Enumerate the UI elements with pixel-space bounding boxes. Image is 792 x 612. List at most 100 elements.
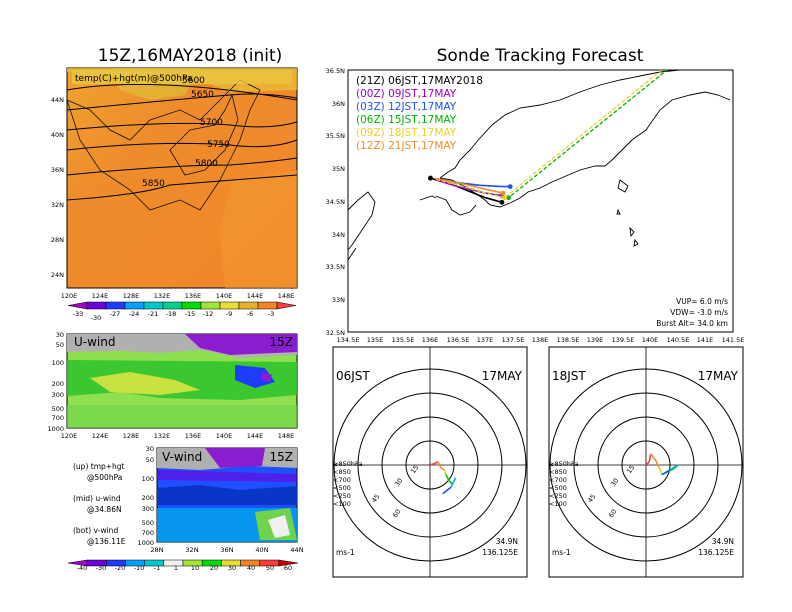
- hodo-unit: ms-1: [552, 548, 571, 557]
- hodo-segment: [669, 464, 679, 471]
- hodo-unit: ms-1: [336, 548, 355, 557]
- tracking-lat-ticks: 36.5N 36N 35.5N 35N 34.5N 34N 33.5N 33N …: [326, 67, 345, 337]
- temp-map-lat-ticks: 44N 40N 36N 32N 28N 24N: [51, 96, 64, 279]
- wind-tick: -20: [115, 564, 126, 572]
- lat-tick: 40N: [51, 131, 64, 139]
- lon-tick: 120E: [61, 292, 78, 300]
- colorbar-cell: [162, 301, 183, 310]
- vwind-label: V-wind: [162, 450, 202, 464]
- lon-tick: 136.5E: [447, 336, 470, 344]
- hodo-date: 17MAY: [698, 369, 739, 383]
- contour-5750: [66, 139, 298, 151]
- p-tick: 30: [56, 331, 64, 339]
- contour-label-5650: 5650: [191, 90, 214, 100]
- hodograph-18jst: [548, 346, 744, 578]
- lon-tick: 140.5E: [667, 336, 690, 344]
- lon-tick: 135E: [367, 336, 384, 344]
- lon-tick: 135.5E: [392, 336, 415, 344]
- tracking-coast: [347, 69, 731, 261]
- legend-21z: (21Z) 06JST,17MAY2018: [356, 75, 483, 87]
- hodo-ring-label: 45: [370, 493, 381, 504]
- lon-tick: 144E: [247, 432, 264, 440]
- temp-tick: -9: [226, 310, 232, 318]
- lon-tick: 140E: [216, 292, 233, 300]
- p-tick: 700: [142, 529, 154, 537]
- lon-tick: 148E: [278, 432, 295, 440]
- vwind-p-ticks: 30 50 100 200 300 500 700 1000: [137, 445, 154, 547]
- hodo-segment: [445, 474, 450, 482]
- hodo-time: 06JST: [336, 369, 370, 383]
- vwind-panel: V-wind 15Z: [156, 447, 298, 543]
- lon-tick: 134.5E: [337, 336, 360, 344]
- lon-tick: 138E: [532, 336, 549, 344]
- lon-tick: 132E: [154, 432, 171, 440]
- vwind-lat-ticks: 28N 32N 36N 40N 44N: [150, 546, 303, 554]
- hodo-lat: 34.9N: [712, 537, 734, 546]
- contour-5850: [66, 174, 298, 201]
- p-tick: 1000: [47, 425, 64, 433]
- param-burst: Burst Alt= 34.0 km: [656, 319, 728, 328]
- colorbar-cell: [86, 301, 107, 310]
- contour-label-5750: 5750: [207, 140, 230, 150]
- japan-outline: [169, 93, 239, 176]
- lat-tick: 34.5N: [326, 198, 345, 206]
- wind-tick: 60: [284, 564, 292, 572]
- p-tick: 300: [142, 505, 154, 513]
- lat-tick: 28N: [51, 236, 64, 244]
- lon-tick: 136E: [422, 336, 439, 344]
- hodo-lon: 136.125E: [482, 548, 518, 557]
- lat-tick: 32N: [51, 201, 64, 209]
- p-tick: 50: [56, 341, 64, 349]
- lon-tick: 124E: [92, 432, 109, 440]
- contour-5800: [66, 157, 298, 176]
- hodo-segment: [645, 461, 650, 466]
- temp-tick: -12: [203, 310, 214, 318]
- p-tick: 500: [52, 405, 64, 413]
- lon-tick: 120E: [61, 432, 78, 440]
- jet-core: [90, 372, 200, 395]
- hodo-level: <250: [333, 492, 351, 500]
- colorbar-cell: [67, 301, 88, 310]
- param-vup: VUP= 6.0 m/s: [676, 297, 728, 306]
- lat-tick: 34N: [332, 231, 345, 239]
- wind-tick: 20: [210, 564, 218, 572]
- temp-tick: -18: [166, 310, 177, 318]
- temp-tick: -24: [129, 310, 140, 318]
- hodo-segment: [650, 453, 657, 461]
- note-mid-level: @34.86N: [87, 505, 122, 514]
- lat-tick: 44N: [51, 96, 64, 104]
- temp-map-lon-ticks: 120E 124E 128E 132E 136E 140E 144E 148E: [61, 292, 295, 300]
- temp-tick: -6: [247, 310, 253, 318]
- uwind-label: U-wind: [74, 335, 115, 349]
- lon-tick: 132E: [154, 292, 171, 300]
- hodo-level: <850: [333, 468, 351, 476]
- lon-tick: 137E: [477, 336, 494, 344]
- colorbar-cell: [238, 301, 259, 310]
- temp-tick: -15: [185, 310, 196, 318]
- p-tick: 30: [146, 445, 154, 453]
- coastline-honshu-south: [439, 91, 731, 208]
- lon-tick: 148E: [278, 292, 295, 300]
- warm-region: [220, 170, 297, 288]
- wind-tick: -40: [77, 564, 88, 572]
- temp-tick: -33: [73, 310, 84, 318]
- lon-tick: 144E: [247, 292, 264, 300]
- p-tick: 1000: [137, 539, 154, 547]
- legend-09z: (09Z) 18JST,17MAY: [356, 127, 457, 139]
- hodo-level: <100: [333, 500, 351, 508]
- legend-03z: (03Z) 12JST,17MAY: [356, 101, 457, 113]
- note-bot-level: @136.11E: [87, 537, 126, 546]
- lon-tick: 136E: [185, 292, 202, 300]
- hodo-lon: 136.125E: [698, 548, 734, 557]
- temp-tick: -30: [91, 314, 102, 322]
- hodo-segment: [437, 461, 442, 469]
- launch-point: [428, 175, 433, 181]
- colorbar-cell: [257, 301, 278, 310]
- contour-5700: [66, 121, 298, 131]
- lon-tick: 136E: [185, 432, 202, 440]
- p-tick: 200: [142, 494, 154, 502]
- lat-tick: 35N: [332, 165, 345, 173]
- landing-point: [500, 190, 506, 196]
- lon-tick: 141.5E: [722, 336, 745, 344]
- hodo-ring-label: 15: [625, 464, 636, 475]
